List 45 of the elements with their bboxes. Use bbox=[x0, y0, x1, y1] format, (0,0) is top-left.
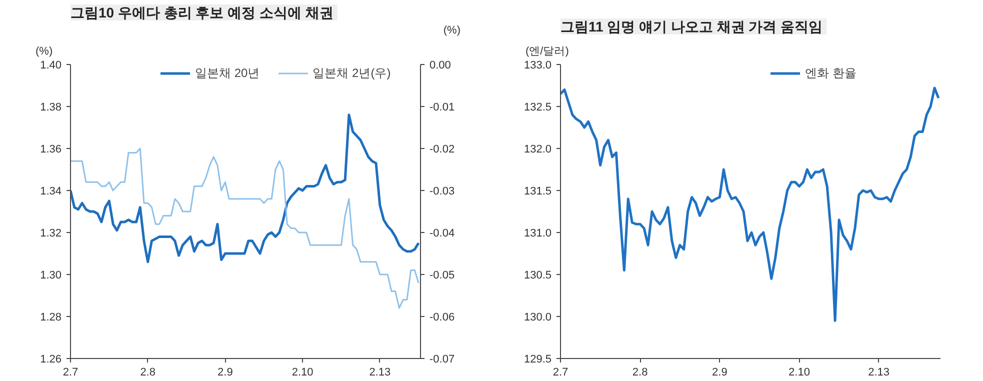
y2-tick-label: -0.02 bbox=[430, 144, 455, 156]
y-tick-label: 131.0 bbox=[524, 228, 552, 240]
line-series bbox=[70, 114, 420, 264]
y2-tick-label: -0.05 bbox=[430, 270, 455, 282]
y-tick-label: 131.5 bbox=[524, 186, 552, 198]
x-tick-label: 2.7 bbox=[552, 366, 568, 378]
x-tick-label: 2.13 bbox=[369, 366, 391, 378]
y2-tick-label: 0.00 bbox=[430, 60, 451, 72]
y-axis-title: (%) bbox=[36, 46, 53, 58]
y-tick-label: 1.36 bbox=[40, 144, 62, 156]
x-tick-label: 2.8 bbox=[632, 366, 648, 378]
x-tick-label: 2.7 bbox=[62, 366, 78, 378]
x-tick-label: 2.8 bbox=[140, 366, 156, 378]
y-tick-label: 1.34 bbox=[40, 186, 62, 198]
legend-label: 엔화 환율 bbox=[805, 64, 856, 82]
y-tick-label: 132.0 bbox=[524, 144, 552, 156]
y-tick-label: 1.30 bbox=[40, 270, 62, 282]
y-tick-label: 129.5 bbox=[524, 354, 552, 366]
y2-tick-label: -0.06 bbox=[430, 312, 455, 324]
y2-tick-label: -0.04 bbox=[430, 228, 455, 240]
x-tick-label: 2.9 bbox=[218, 366, 233, 378]
chart-title: 그림11 임명 얘기 나오고 채권 가격 움직임 bbox=[560, 18, 823, 34]
y-tick-label: 133.0 bbox=[524, 60, 552, 72]
y-tick-label: 1.40 bbox=[40, 60, 62, 72]
y2-tick-label: -0.01 bbox=[430, 102, 455, 114]
y-tick-label: 1.38 bbox=[40, 102, 62, 114]
x-tick-label: 2.13 bbox=[868, 366, 890, 378]
y2-tick-label: -0.03 bbox=[430, 186, 455, 198]
line-series bbox=[70, 148, 420, 309]
legend-label: 일본채 2년(우) bbox=[312, 64, 391, 82]
chart-title: 그림10 우에다 총리 후보 예정 소식에 채권 bbox=[70, 4, 334, 20]
line-series bbox=[560, 86, 940, 322]
x-tick-label: 2.10 bbox=[788, 366, 810, 378]
y-tick-label: 1.28 bbox=[40, 312, 62, 324]
y-axis-title: (엔/달러) bbox=[526, 46, 569, 58]
y2-tick-label: -0.07 bbox=[430, 354, 455, 366]
y-tick-label: 130.0 bbox=[524, 312, 552, 324]
y-tick-label: 1.26 bbox=[40, 354, 62, 366]
legend-label: 일본채 20년 bbox=[195, 64, 260, 82]
y-tick-label: 130.5 bbox=[524, 270, 552, 282]
x-tick-label: 2.9 bbox=[712, 366, 728, 378]
y-tick-label: 1.32 bbox=[40, 228, 62, 240]
x-tick-label: 2.10 bbox=[292, 366, 314, 378]
y2-axis-title: (%) bbox=[443, 24, 460, 36]
y-tick-label: 132.5 bbox=[524, 102, 552, 114]
